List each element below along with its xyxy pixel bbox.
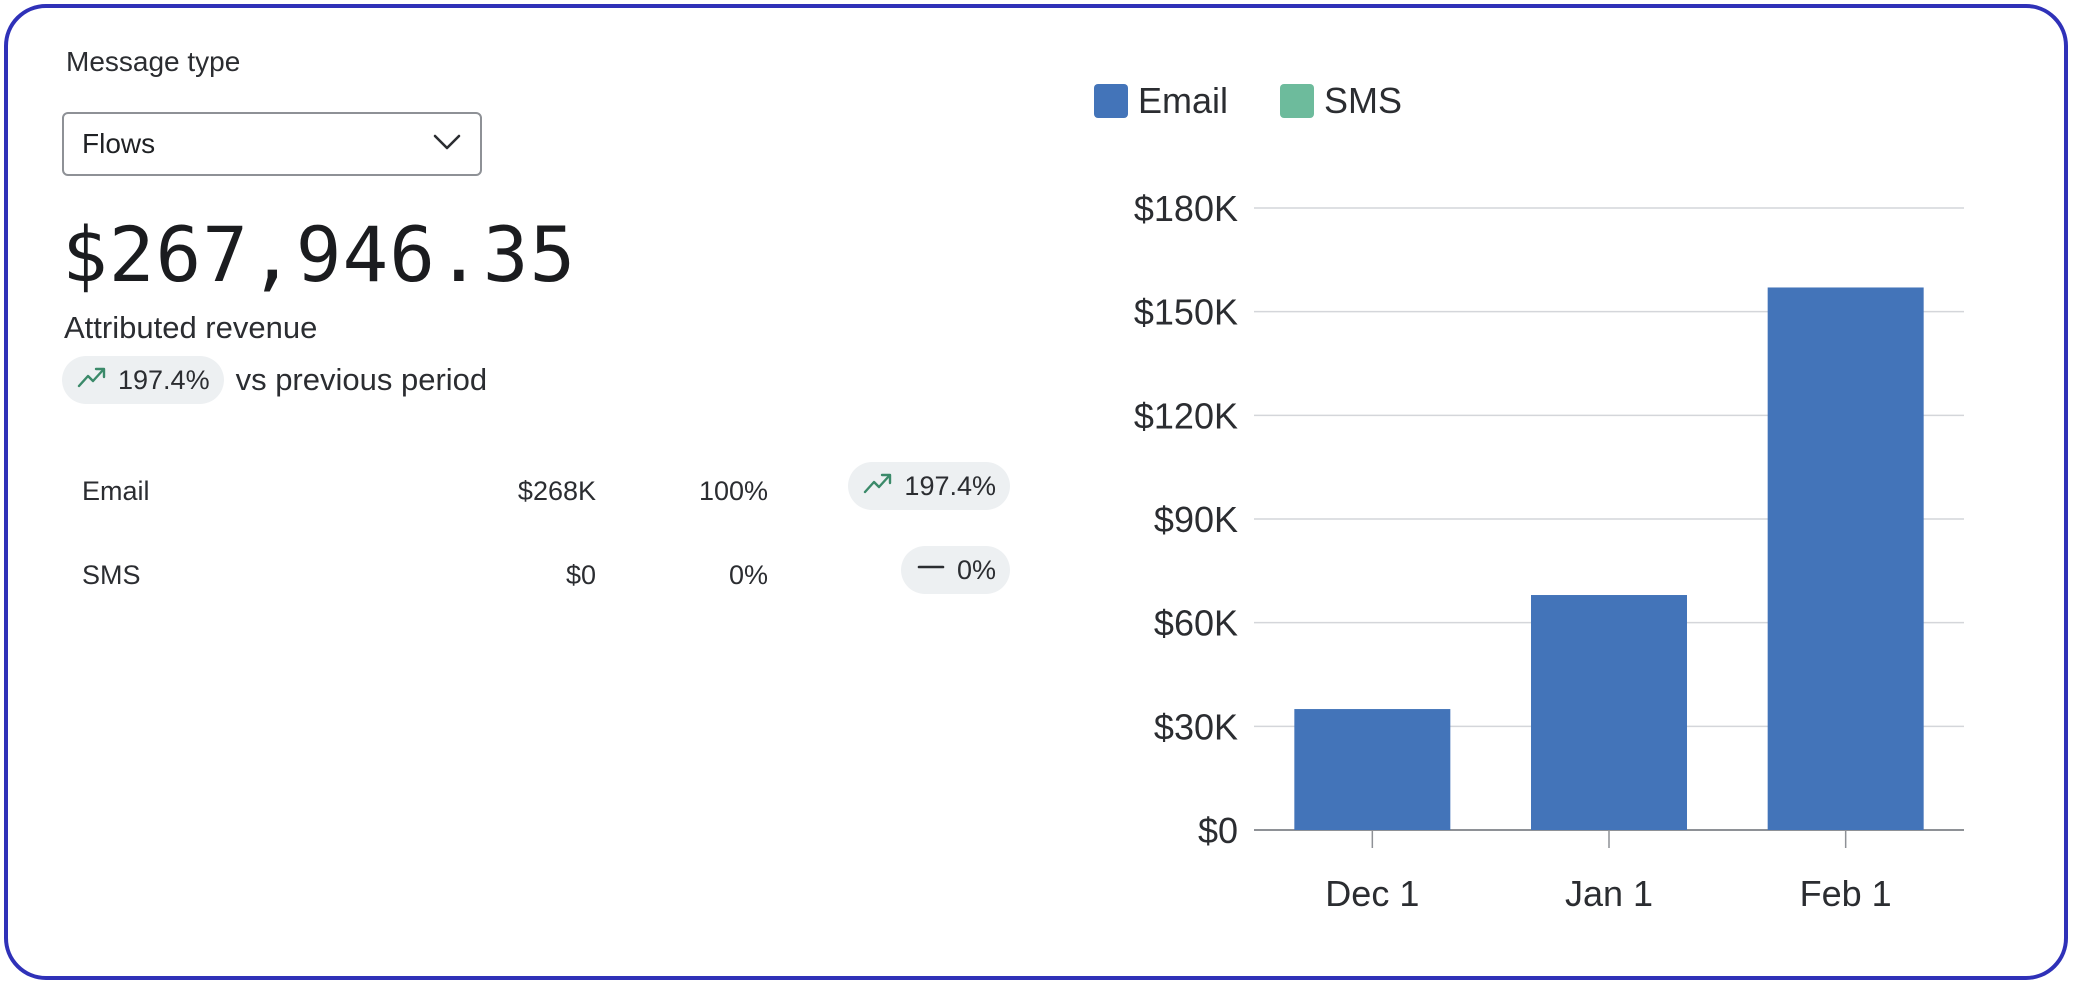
table-row-email: Email $268K 100% 197.4%	[62, 458, 1022, 518]
revenue-caption: Attributed revenue	[64, 310, 318, 345]
table-row-sms: SMS $0 0% 0%	[62, 542, 1022, 602]
legend-item-sms[interactable]: SMS	[1280, 80, 1402, 122]
legend-item-email[interactable]: Email	[1094, 80, 1228, 122]
legend-label: Email	[1138, 80, 1229, 121]
y-tick-label: $180K	[1134, 188, 1238, 229]
row-share: 100%	[698, 476, 768, 506]
row-channel: Email	[82, 476, 150, 506]
card: Message type Flows $267,946.35 Attribute…	[4, 4, 2068, 980]
trend-up-icon	[76, 365, 108, 396]
row-channel: SMS	[82, 560, 141, 590]
y-tick-label: $150K	[1134, 292, 1238, 333]
legend-swatch-sms	[1280, 84, 1315, 118]
y-tick-label: $0	[1198, 810, 1238, 851]
change-value: 197.4%	[118, 364, 210, 395]
trend-summary: 197.4% vs previous period	[62, 356, 487, 404]
trend-up-icon	[862, 471, 894, 502]
total-revenue: $267,946.35	[62, 210, 577, 299]
y-tick-label: $90K	[1154, 499, 1238, 540]
dash-icon	[915, 555, 947, 586]
chart-panel: Email SMS $0 $30K $60K $90K $120K $150K $180K D…	[1008, 8, 2064, 976]
row-change-badge: 0%	[900, 546, 1010, 594]
row-share: 0%	[728, 560, 768, 590]
legend-swatch-email	[1094, 84, 1128, 118]
x-tick-label: Feb 1	[1800, 873, 1892, 914]
x-tick-label: Dec 1	[1325, 873, 1419, 914]
row-amount: $0	[565, 560, 596, 590]
legend-label: SMS	[1324, 80, 1403, 121]
bar-email[interactable]	[1531, 595, 1687, 830]
row-change: 0%	[956, 554, 996, 585]
chart-legend: Email SMS	[1094, 80, 1402, 122]
revenue-bar-chart: $0 $30K $60K $90K $120K $150K $180K Dec 1 Jan 1 F…	[1134, 188, 1964, 914]
bar-email[interactable]	[1294, 709, 1451, 830]
change-badge: 197.4%	[62, 356, 224, 404]
row-change-badge: 197.4%	[848, 462, 1010, 510]
x-tick-label: Jan 1	[1565, 873, 1653, 914]
change-caption: vs previous period	[235, 362, 488, 397]
row-amount: $268K	[517, 476, 596, 506]
message-type-select[interactable]: Flows	[62, 112, 482, 176]
y-tick-label: $60K	[1154, 603, 1238, 644]
y-tick-label: $30K	[1154, 706, 1238, 747]
row-change: 197.4%	[904, 470, 996, 501]
bar-email[interactable]	[1767, 287, 1924, 830]
message-type-label: Message type	[66, 46, 241, 77]
y-tick-label: $120K	[1134, 395, 1238, 436]
chevron-down-icon	[432, 133, 462, 156]
message-type-value: Flows	[82, 128, 156, 159]
